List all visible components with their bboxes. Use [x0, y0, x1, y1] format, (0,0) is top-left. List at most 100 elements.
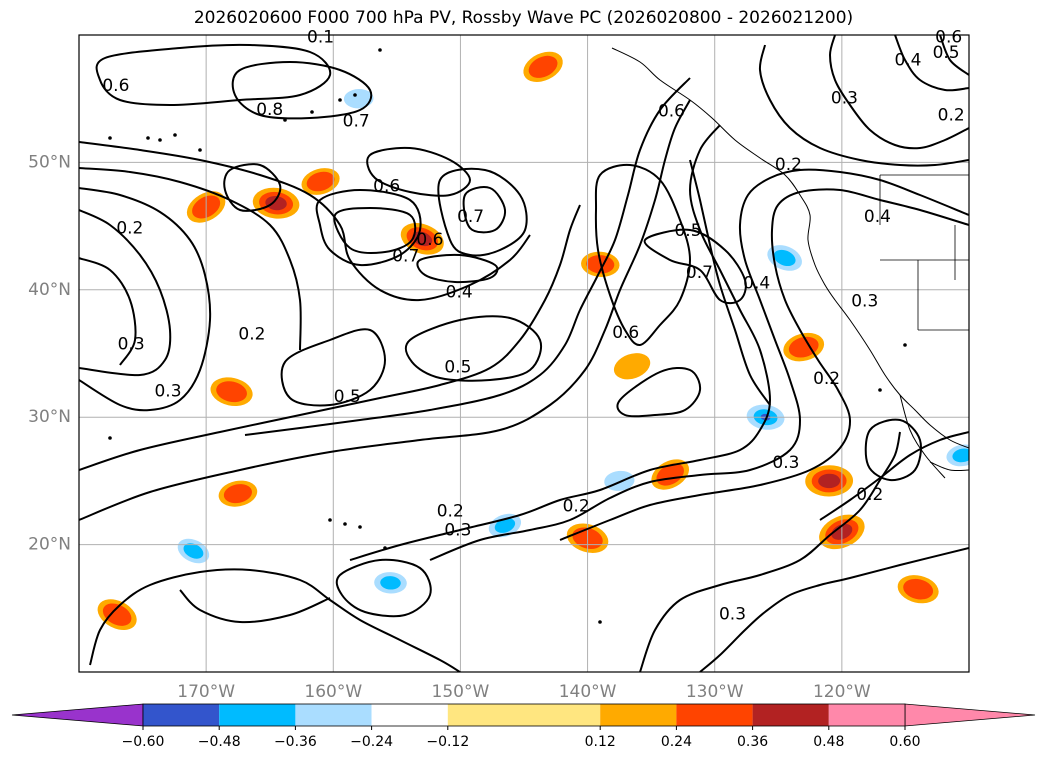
pc-anomaly-2 [301, 168, 340, 195]
contour-label-25: 0.4 [894, 50, 921, 70]
contour-label-3: 0.1 [307, 28, 334, 48]
island-7 [338, 98, 342, 102]
pv-contour-12 [179, 589, 331, 624]
contour-label-14: 0.5 [334, 387, 361, 407]
island-8 [353, 93, 357, 97]
pv-contour-19 [939, 35, 969, 76]
island-17 [878, 388, 882, 392]
colorbar-swatch-2 [219, 704, 296, 726]
contour-label-0: 0.6 [102, 76, 129, 96]
pc-anomaly-10-level-2 [494, 518, 516, 533]
island-12 [358, 525, 362, 529]
pv-contour-7 [244, 77, 691, 436]
contour-label-15: 0.6 [658, 101, 685, 121]
pc-anomaly-7-level-1 [223, 484, 253, 504]
lon-tick-label-0: 170°W [177, 682, 235, 702]
island-16 [903, 343, 907, 347]
pv-contour-closed-4 [437, 167, 528, 257]
pv-contour-4 [79, 257, 137, 366]
coastline-1 [929, 461, 969, 472]
colorbar-tick-label-5: 0.12 [585, 734, 616, 750]
pc-anomaly-21 [97, 599, 137, 631]
colorbar-swatch-4 [371, 704, 448, 726]
pc-anomaly-2-level-1 [306, 171, 335, 192]
contour-label-29: 0.3 [772, 453, 799, 473]
colorbar-tick-label-4: −0.12 [426, 734, 469, 750]
pc-anomaly-9-level-2 [380, 576, 401, 590]
pc-anomaly-10 [482, 509, 528, 542]
map-frame [78, 34, 970, 673]
island-9 [378, 48, 382, 52]
colorbar-swatch-8 [752, 704, 829, 726]
pc-anomaly-5-level-1 [528, 55, 558, 78]
pc-anomaly-19 [897, 575, 939, 604]
pv-contour-closed-6 [416, 253, 499, 284]
contour-label-32: 0.3 [444, 521, 471, 541]
pc-anomaly-4-level-1 [343, 89, 374, 109]
contour-label-30: 0.2 [856, 485, 883, 505]
pc-anomaly-6-level-1 [216, 381, 247, 403]
island-14 [108, 436, 112, 440]
lon-tick-label-5: 120°W [813, 682, 871, 702]
pc-anomaly-13 [651, 459, 690, 490]
pc-anomaly-23-level-0 [613, 353, 651, 380]
pv-contours [79, 35, 969, 672]
pv-contour-18 [758, 44, 969, 167]
pc-anomaly-8 [171, 534, 216, 568]
pv-contour-14 [699, 547, 969, 672]
pv-contour-2 [79, 187, 212, 412]
pc-anomaly-8-level-2 [183, 543, 204, 559]
contour-label-28: 0.6 [935, 28, 962, 48]
coastlines [108, 47, 969, 624]
colorbar-tick-label-1: −0.48 [198, 734, 241, 750]
pv-contour-closed-11 [335, 558, 432, 618]
contour-label-19: 0.6 [612, 323, 639, 343]
pv-contour-9 [429, 168, 969, 561]
pv-contour-15 [819, 431, 969, 521]
lon-tick-label-4: 130°W [686, 682, 744, 702]
contour-label-17: 0.7 [686, 263, 713, 283]
pv-contour-closed-8 [95, 43, 332, 107]
island-6 [310, 110, 314, 114]
pv-contour-20 [894, 35, 969, 92]
pv-contour-6 [79, 99, 691, 521]
colorbar-extend-low [11, 703, 144, 727]
grid-lines [79, 35, 969, 672]
pv-contour-closed-2 [315, 188, 422, 267]
contour-label-2: 0.7 [343, 112, 370, 132]
contour-label-8: 0.2 [116, 219, 143, 239]
contour-label-23: 0.2 [813, 369, 840, 389]
pv-contour-closed-12 [643, 228, 747, 305]
pc-anomaly-7 [218, 480, 258, 507]
pv-contour-closed-14 [616, 366, 702, 418]
colorbar-tick-label-8: 0.48 [813, 734, 844, 750]
pv-contour-5 [79, 204, 581, 471]
axis-ticks: 170°W 160°W 150°W 140°W 130°W 120°W 20°N 30°N 40… [28, 152, 871, 702]
pv-contour-closed-13 [594, 163, 692, 347]
colorbar-tick-label-0: −0.60 [122, 734, 165, 750]
pc-anomaly-4 [338, 85, 379, 112]
pv-contour-closed-0 [231, 60, 373, 120]
lon-tick-label-1: 160°W [304, 682, 362, 702]
colorbar-extend-high [904, 703, 1036, 727]
pv-contour-closed-10 [404, 315, 542, 382]
island-0 [173, 133, 177, 137]
colorbar-swatch-6 [600, 704, 677, 726]
pc-anomaly-1-level-2 [265, 196, 287, 211]
lat-tick-label-0: 20°N [28, 535, 71, 555]
island-4 [198, 148, 202, 152]
island-2 [146, 136, 150, 140]
contour-label-31: 0.2 [437, 501, 464, 521]
contour-label-24: 0.3 [831, 89, 858, 109]
colorbar-tick-label-3: −0.24 [350, 734, 393, 750]
pc-anomaly-5 [523, 51, 563, 82]
island-11 [343, 522, 347, 526]
pv-contour-8 [349, 124, 772, 561]
pc-anomaly-19-level-1 [903, 578, 934, 600]
pv-contour-closed-9 [280, 328, 387, 407]
contour-label-1: 0.8 [256, 100, 283, 120]
pv-contour-16 [689, 159, 771, 406]
pv-contour-closed-3 [333, 206, 417, 254]
pc-anomaly-16-level-2 [773, 249, 796, 267]
